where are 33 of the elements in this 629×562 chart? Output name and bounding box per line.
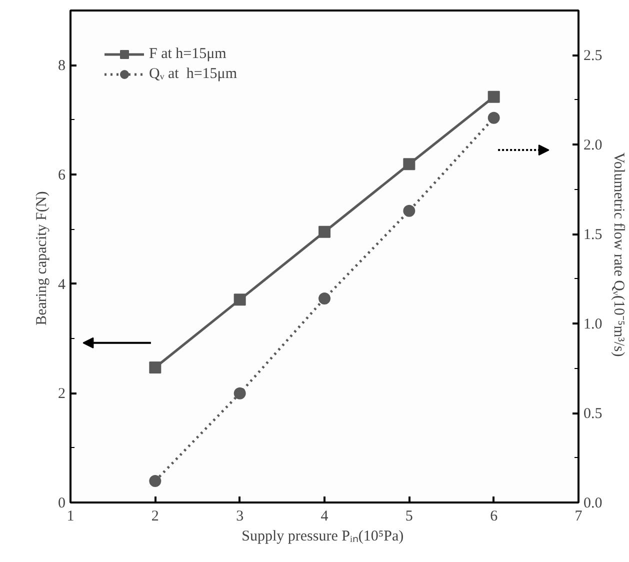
point bbox=[488, 90, 500, 103]
legend-label: Qᵥ at h=15μm bbox=[149, 66, 237, 82]
point bbox=[403, 204, 416, 217]
x-tick-label: 6 bbox=[490, 508, 498, 524]
y-axis-title: Bearing capacity F(N) bbox=[34, 191, 50, 326]
y-tick-label: 6 bbox=[58, 168, 66, 184]
x-tick-label: 1 bbox=[66, 508, 74, 524]
y-tick-label: 0 bbox=[58, 496, 66, 512]
point bbox=[234, 294, 246, 306]
point bbox=[318, 292, 330, 305]
point bbox=[488, 112, 500, 124]
point bbox=[403, 158, 416, 170]
point bbox=[149, 475, 162, 488]
x-axis-title: Supply pressure Pᵢₙ(10⁵Pa) bbox=[242, 528, 404, 544]
point bbox=[149, 361, 162, 374]
x-tick-label: 2 bbox=[151, 508, 159, 524]
x-tick-label: 3 bbox=[236, 508, 244, 524]
y-tick-label: 2 bbox=[58, 386, 66, 402]
y2-tick-label: 0.0 bbox=[584, 496, 602, 512]
y2-axis-title: Volumetric flow rate Qᵥ(10⁻⁵m³/s) bbox=[610, 152, 626, 357]
y2-tick-label: 2.5 bbox=[584, 48, 602, 64]
x-tick-label: 4 bbox=[320, 508, 329, 524]
y2-tick-label: 1.0 bbox=[584, 316, 602, 333]
y2-tick-label: 1.5 bbox=[584, 227, 602, 244]
x-tick-label: 7 bbox=[574, 508, 583, 524]
y-tick-label: 8 bbox=[58, 58, 66, 74]
y2-tick-label: 0.5 bbox=[584, 406, 602, 422]
point bbox=[318, 226, 330, 238]
legend-label: F at h=15μm bbox=[149, 46, 226, 62]
y2-tick-label: 2.0 bbox=[584, 138, 602, 154]
x-tick-label: 5 bbox=[405, 508, 413, 524]
point bbox=[234, 387, 246, 400]
y-tick-label: 4 bbox=[58, 276, 66, 293]
